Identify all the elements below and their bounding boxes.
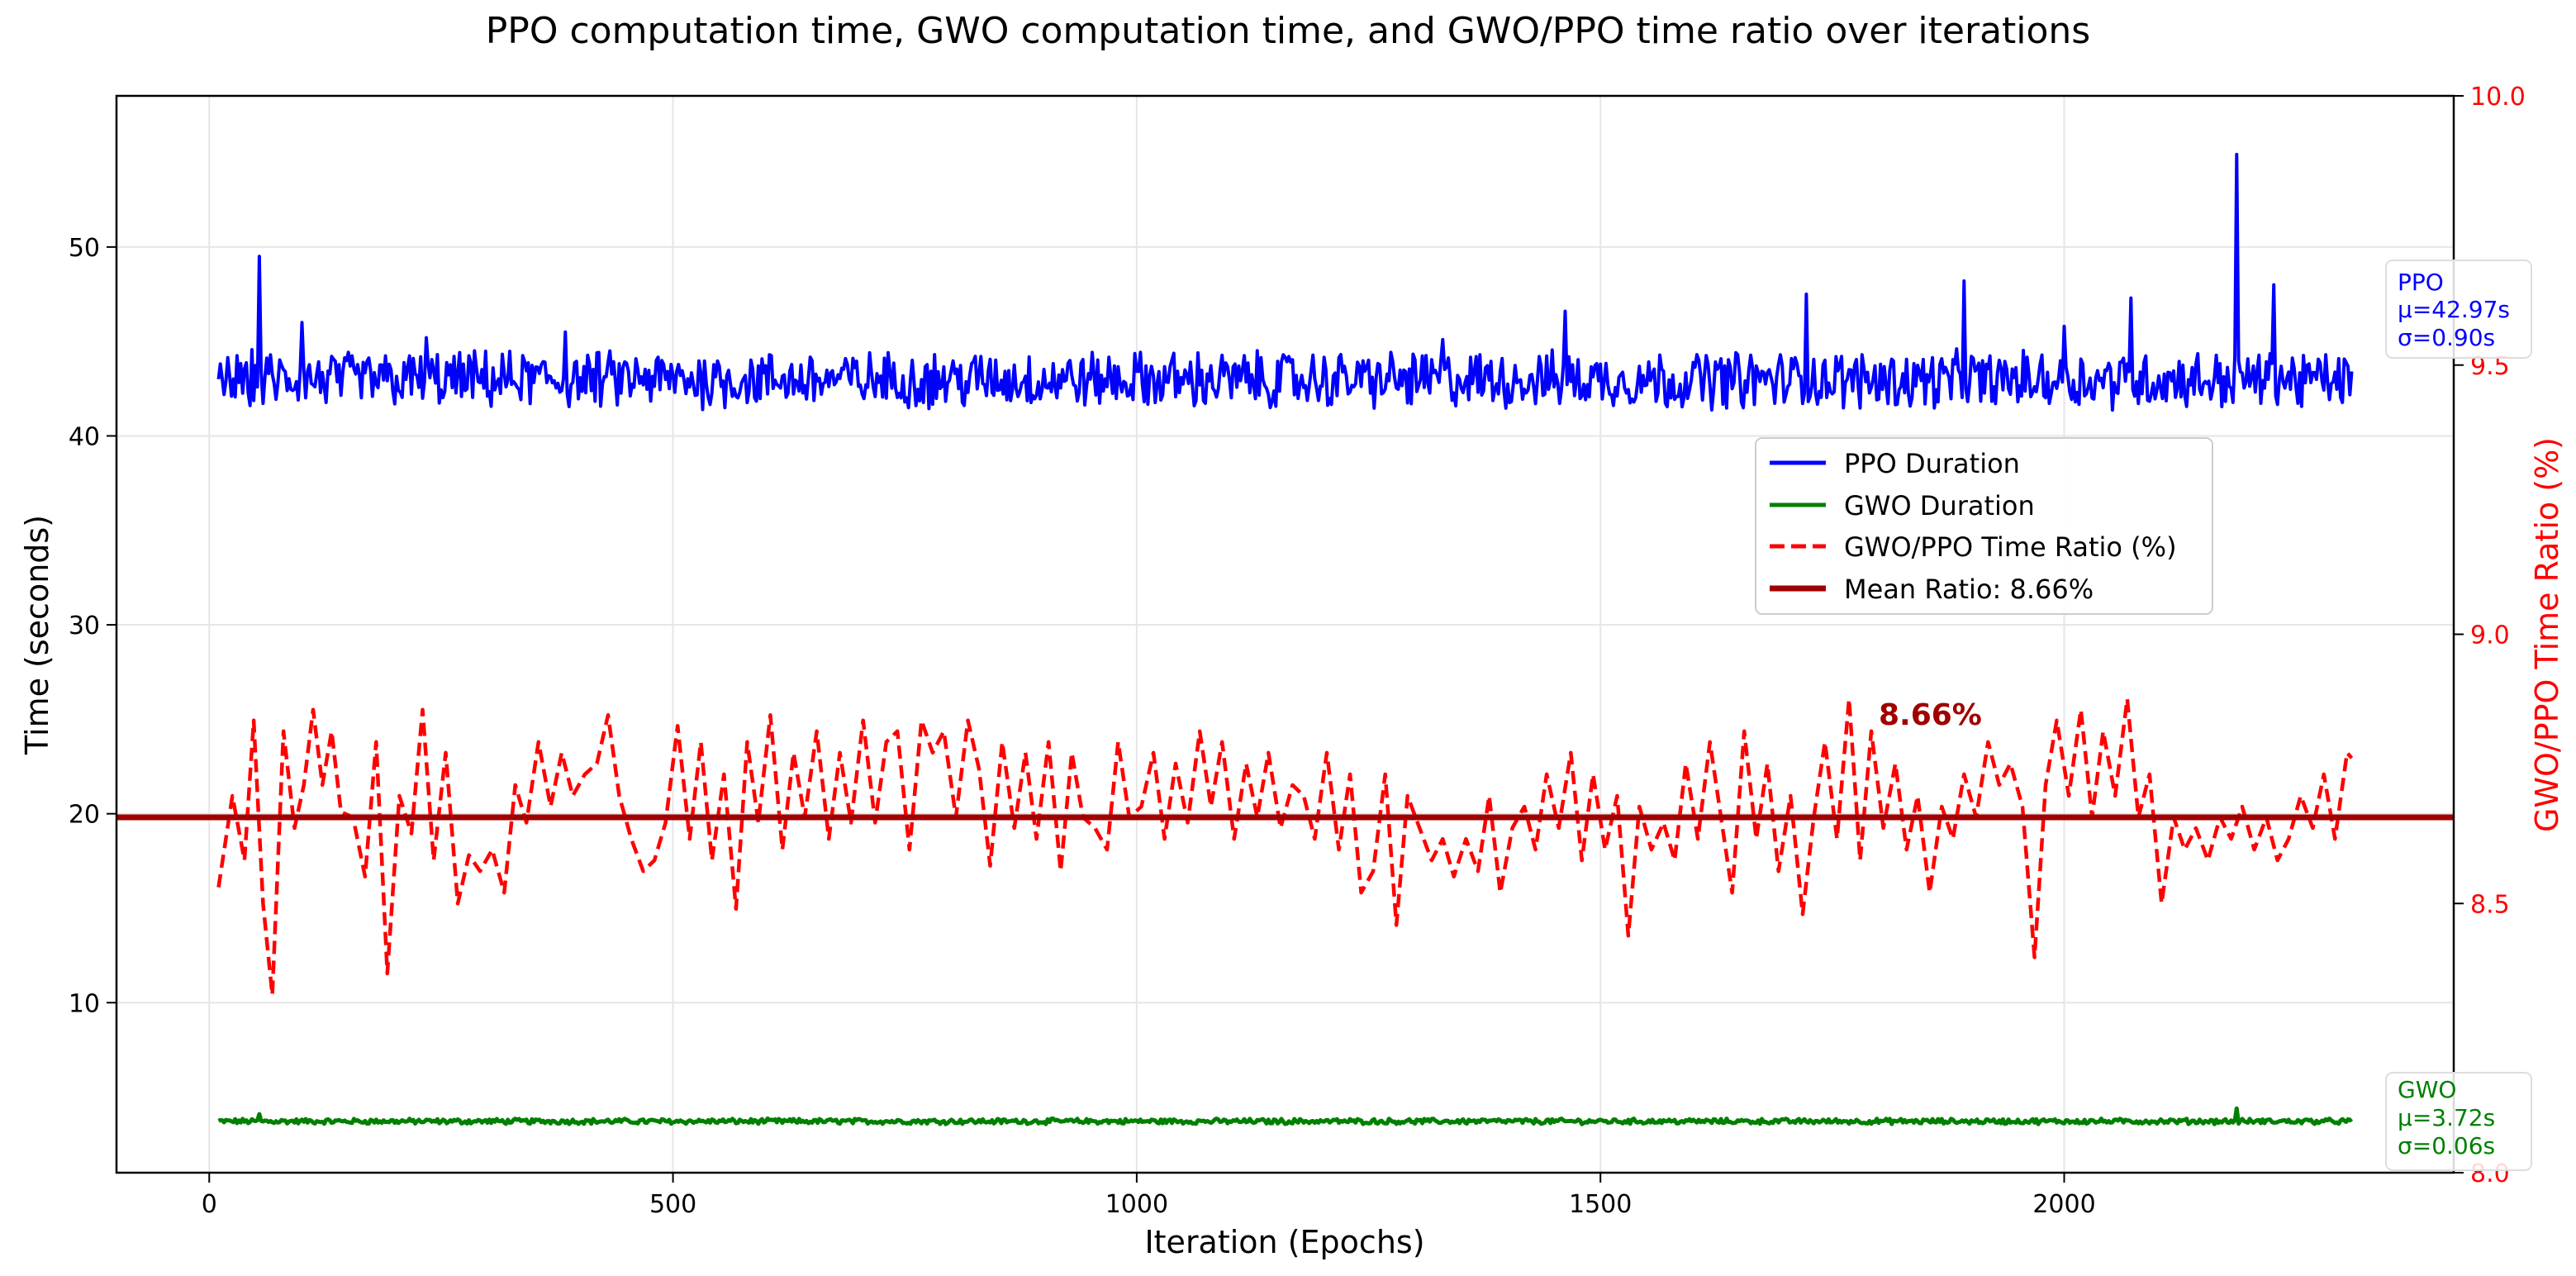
y-tick-label: 30 — [69, 612, 100, 640]
y-right-tick-label: 8.5 — [2470, 890, 2510, 919]
ppo-duration-line — [216, 152, 2354, 412]
stats-gwo-mean: μ=3.72s — [2398, 1104, 2495, 1131]
y-tick-label: 20 — [69, 801, 100, 830]
x-tick-label: 500 — [649, 1190, 696, 1219]
legend-box — [1755, 437, 2213, 615]
gwo-duration-line — [217, 1106, 2354, 1126]
y-axis-right-label: GWO/PPO Time Ratio (%) — [2529, 437, 2565, 832]
y-tick-label: 10 — [69, 989, 100, 1018]
stats-ppo-label: PPO — [2398, 269, 2444, 296]
stats-gwo-std: σ=0.06s — [2398, 1132, 2495, 1159]
chart-title: PPO computation time, GWO computation ti… — [486, 10, 2090, 52]
legend-label-gwo: GWO Duration — [1844, 490, 2035, 521]
y-axis-label: Time (seconds) — [19, 515, 55, 755]
x-tick-label: 2000 — [2032, 1190, 2095, 1219]
legend[interactable]: PPO Duration GWO Duration GWO/PPO Time R… — [1755, 437, 2213, 615]
stats-gwo-label: GWO — [2398, 1076, 2456, 1103]
y-right-tick-label: 9.0 — [2470, 621, 2510, 650]
mean-ratio-annotation: 8.66% — [1879, 698, 1982, 732]
y-right-tick-label: 10.0 — [2470, 83, 2526, 112]
stats-box-gwo: GWO μ=3.72s σ=0.06s — [2385, 1072, 2532, 1171]
y-tick-label: 40 — [69, 422, 100, 451]
legend-label-mean: Mean Ratio: 8.66% — [1844, 574, 2094, 605]
legend-label-ppo: PPO Duration — [1844, 448, 2020, 479]
legend-label-ratio: GWO/PPO Time Ratio (%) — [1844, 531, 2177, 563]
x-tick-label: 0 — [202, 1190, 217, 1219]
y-tick-label: 50 — [69, 234, 100, 263]
x-axis-label: Iteration (Epochs) — [1144, 1224, 1424, 1260]
x-tick-label: 1500 — [1569, 1190, 1632, 1219]
ratio-line — [216, 697, 2354, 997]
stats-ppo-mean: μ=42.97s — [2398, 296, 2510, 323]
stats-box-ppo: PPO μ=42.97s σ=0.90s — [2385, 259, 2532, 359]
x-tick-label: 1000 — [1105, 1190, 1168, 1219]
stats-ppo-std: σ=0.90s — [2398, 324, 2495, 351]
ticks: 0 500 1000 1500 200010203040508.08.59.09.510… — [69, 83, 2526, 1219]
series-layer — [116, 152, 2454, 1126]
